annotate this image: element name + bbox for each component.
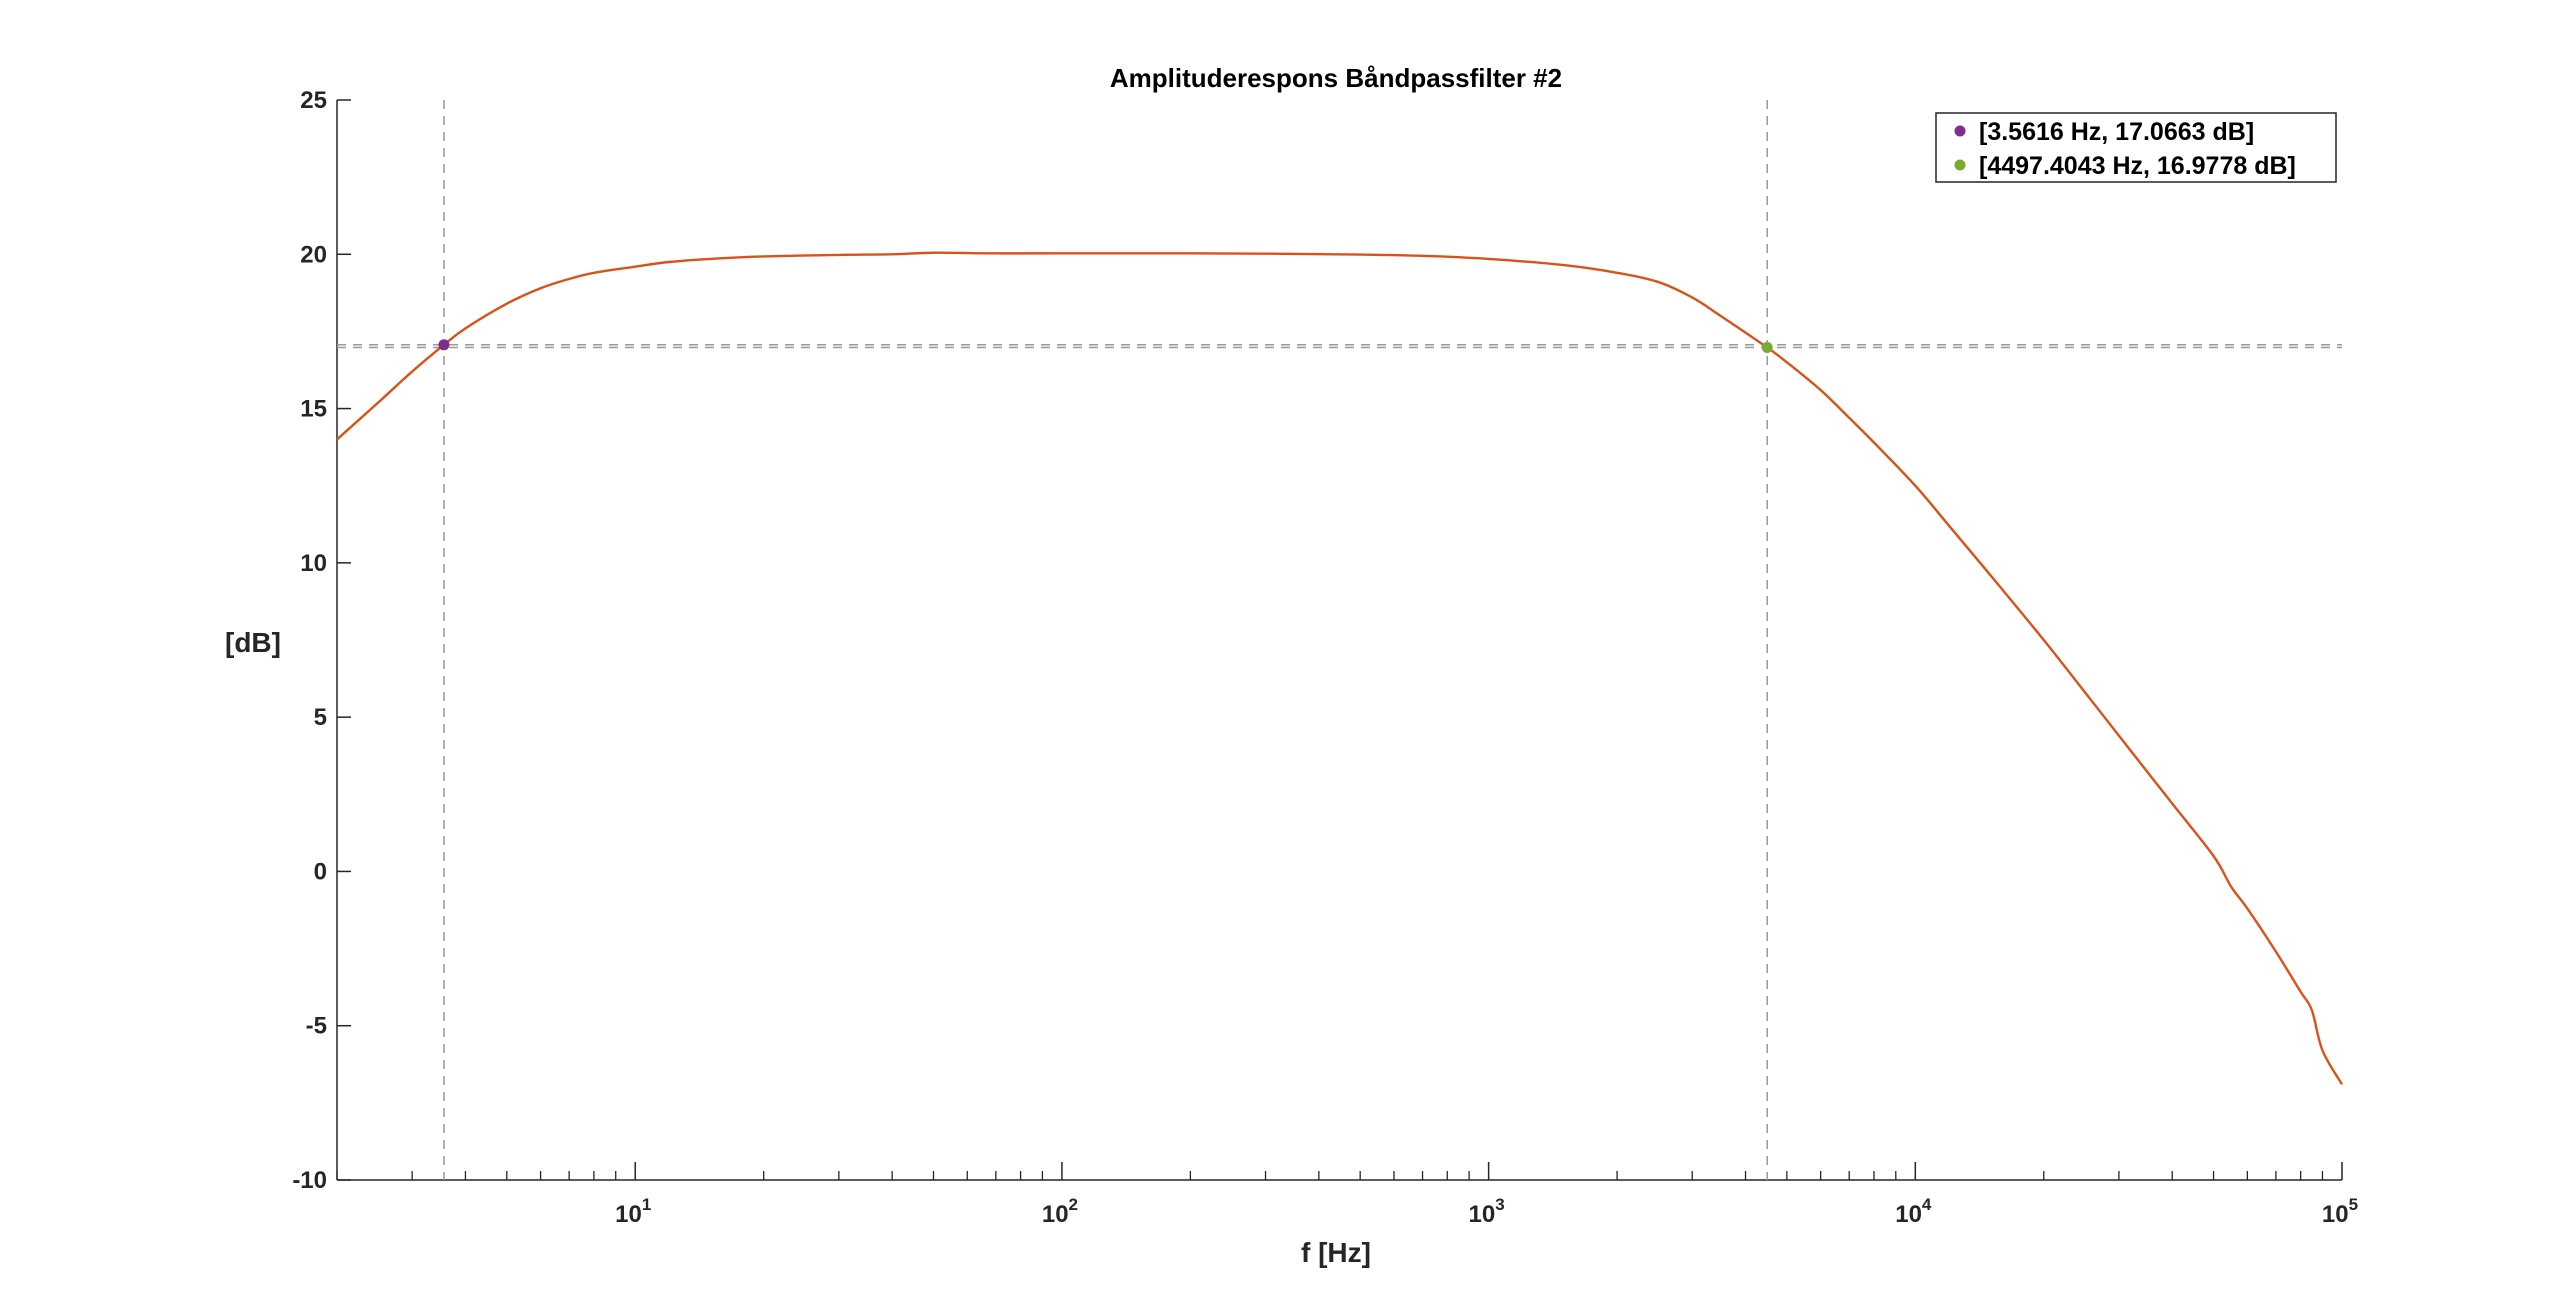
x-tick-label-base: 10: [1469, 1201, 1496, 1228]
x-tick-label-exponent: 5: [2349, 1195, 2358, 1214]
legend-entry: [4497.4043 Hz, 16.9778 dB]: [1979, 152, 2296, 180]
y-tick-label: 20: [300, 241, 327, 268]
x-tick-label-base: 10: [615, 1201, 642, 1228]
y-axis-label: [dB]: [225, 627, 281, 658]
x-tick-label: 105: [2322, 1195, 2358, 1228]
x-tick-label: 104: [1895, 1195, 1932, 1228]
legend-marker: [1954, 125, 1966, 137]
data-point-marker: [438, 339, 450, 351]
legend: [3.5616 Hz, 17.0663 dB] [4497.4043 Hz, 16…: [1935, 112, 2337, 183]
x-axis-label: f [Hz]: [1301, 1237, 1371, 1268]
y-tick-label: -5: [306, 1013, 327, 1040]
data-point-marker: [1761, 342, 1773, 354]
legend-box: [1935, 112, 2337, 183]
y-tick-label: 5: [314, 704, 327, 731]
y-tick-label: 15: [300, 396, 327, 423]
x-tick-label: 103: [1469, 1195, 1505, 1228]
x-tick-label-base: 10: [1895, 1201, 1922, 1228]
chart-title: Amplituderespons Båndpassfilter #2: [1110, 63, 1562, 93]
legend-entry: [3.5616 Hz, 17.0663 dB]: [1979, 118, 2254, 146]
x-tick-label-base: 10: [2322, 1201, 2349, 1228]
x-tick-label: 101: [615, 1195, 651, 1228]
x-tick-label-base: 10: [1042, 1201, 1069, 1228]
x-tick-label-exponent: 2: [1069, 1195, 1078, 1214]
x-tick-label-exponent: 3: [1495, 1195, 1504, 1214]
legend-marker: [1954, 159, 1966, 171]
y-tick-label: 25: [300, 87, 327, 114]
x-tick-label-exponent: 1: [642, 1195, 651, 1214]
x-tick-label-exponent: 4: [1922, 1195, 1932, 1214]
y-tick-label: -10: [292, 1167, 327, 1194]
amplitude-response-line: [336, 251, 2344, 1085]
y-tick-label: 10: [300, 550, 327, 577]
y-tick-label: 0: [314, 858, 327, 885]
x-tick-label: 102: [1042, 1195, 1078, 1228]
